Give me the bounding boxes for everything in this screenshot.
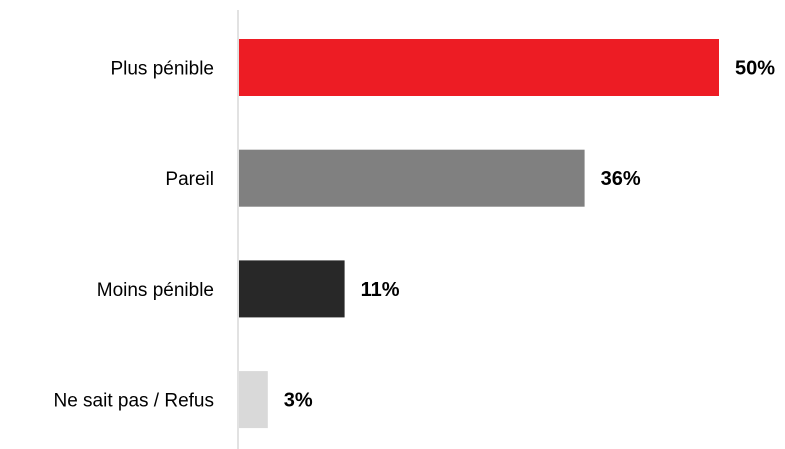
value-label-2: 11% [361, 279, 400, 301]
bars-layer [239, 39, 719, 429]
value-label-0: 50% [735, 58, 775, 80]
category-label-1: Pareil [165, 169, 214, 190]
category-label-2: Moins pénible [97, 280, 214, 301]
bar-2 [239, 260, 345, 318]
value-label-3: 3% [284, 390, 313, 412]
labels-layer: Plus pénible 50% Pareil 36% Moins pénible 11%… [53, 58, 775, 412]
value-label-1: 36% [601, 168, 641, 190]
category-label-0: Plus pénible [110, 59, 214, 80]
bar-3 [239, 371, 268, 429]
bar-1 [239, 149, 585, 207]
bar-0 [239, 39, 719, 96]
category-label-3: Ne sait pas / Refus [53, 391, 214, 412]
